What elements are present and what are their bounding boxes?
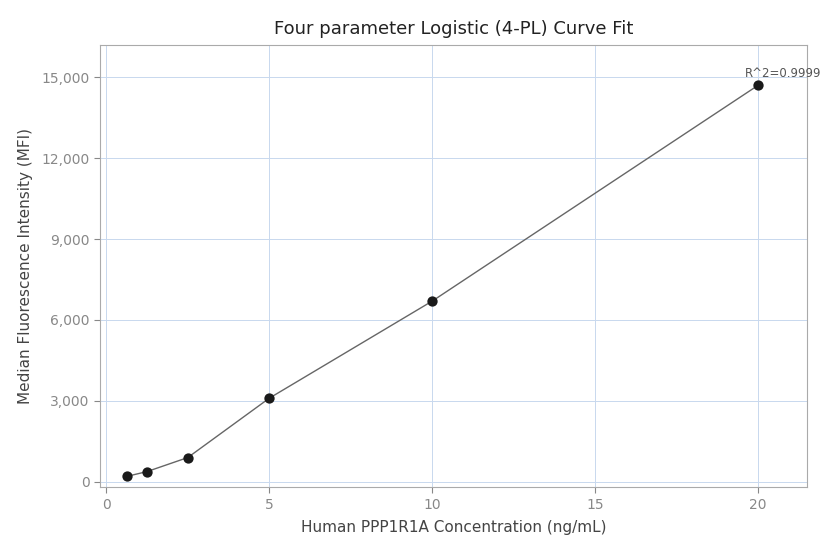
Point <box>120 472 133 481</box>
X-axis label: Human PPP1R1A Concentration (ng/mL): Human PPP1R1A Concentration (ng/mL) <box>300 520 607 535</box>
Point <box>181 453 195 462</box>
Y-axis label: Median Fluorescence Intensity (MFI): Median Fluorescence Intensity (MFI) <box>17 128 32 404</box>
Point <box>426 297 439 306</box>
Point <box>751 81 765 90</box>
Point <box>141 467 154 476</box>
Title: Four parameter Logistic (4-PL) Curve Fit: Four parameter Logistic (4-PL) Curve Fit <box>274 20 633 38</box>
Point <box>263 394 276 403</box>
Text: R^2=0.9999: R^2=0.9999 <box>745 67 822 80</box>
